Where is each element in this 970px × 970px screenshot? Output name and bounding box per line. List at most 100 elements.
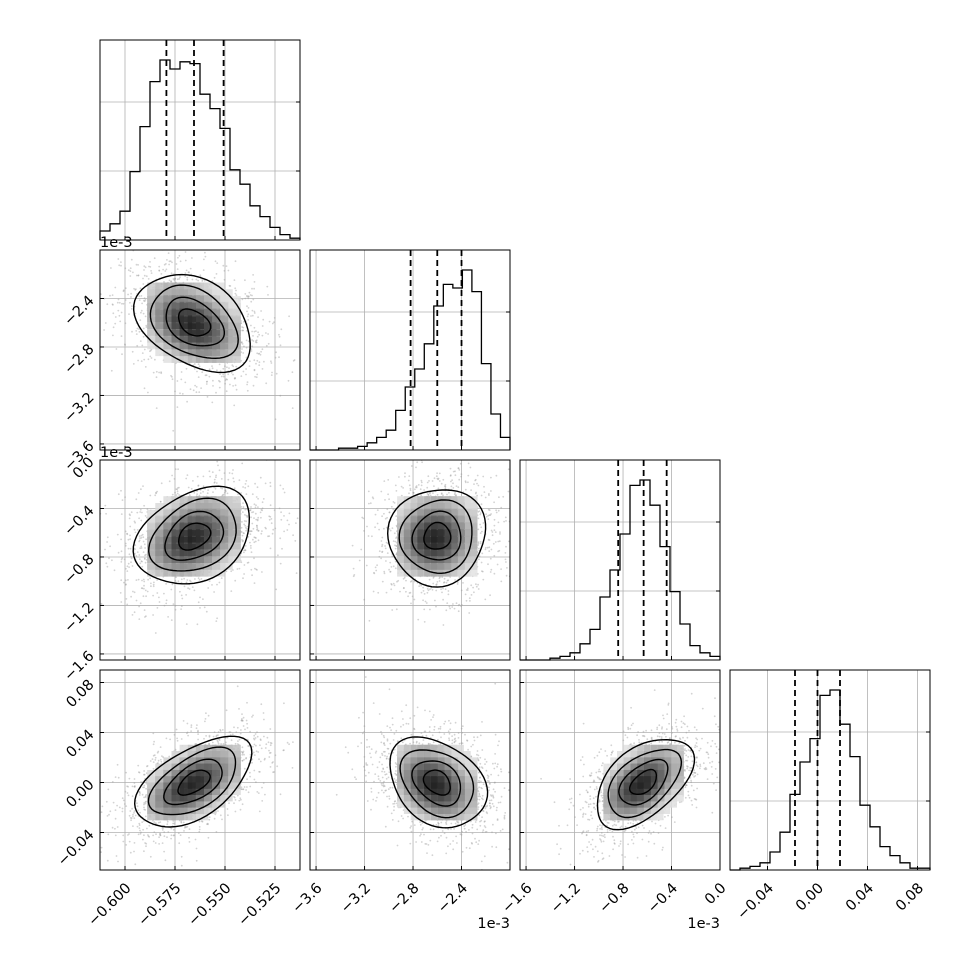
scatter-point — [250, 348, 253, 350]
scatter-point — [505, 574, 508, 577]
scatter-point — [461, 450, 463, 452]
scatter-point — [270, 362, 273, 364]
scatter-point — [283, 491, 286, 494]
scatter-point — [245, 529, 248, 532]
scatter-point — [413, 580, 416, 583]
scatter-point — [419, 488, 422, 491]
scatter-point — [250, 324, 252, 327]
scatter-point — [195, 859, 198, 862]
scatter-point — [136, 511, 139, 514]
scatter-point — [454, 474, 457, 477]
scatter-point — [505, 545, 507, 548]
scatter-point — [225, 570, 228, 573]
scatter-point — [396, 580, 398, 583]
scatter-point — [458, 469, 461, 471]
scatter-point — [138, 539, 141, 542]
scatter-point — [214, 487, 217, 490]
scatter-point — [283, 530, 285, 533]
scatter-point — [176, 488, 179, 491]
scatter-point — [134, 544, 137, 546]
scatter-point — [470, 594, 473, 596]
scatter-point — [378, 528, 380, 531]
scatter-point — [197, 577, 200, 580]
scatter-point — [238, 567, 241, 570]
scatter-point — [352, 575, 355, 578]
scatter-point — [428, 480, 430, 482]
scatter-point — [168, 279, 171, 282]
scatter-point — [176, 492, 179, 495]
scatter-point — [256, 352, 259, 355]
scatter-point — [228, 472, 231, 474]
scatter-point — [424, 600, 427, 603]
scatter-point — [479, 512, 482, 514]
scatter-point — [186, 474, 189, 476]
scatter-point — [507, 490, 510, 493]
scatter-point — [269, 742, 272, 744]
scatter-point — [150, 272, 153, 274]
scatter-point — [441, 576, 444, 578]
scatter-point — [158, 265, 161, 268]
scatter-point — [136, 344, 139, 347]
scatter-point — [253, 359, 256, 362]
scatter-point — [395, 515, 398, 517]
scatter-point — [256, 526, 258, 529]
scatter-point — [257, 529, 260, 532]
scatter-point — [259, 511, 262, 514]
scatter-point — [408, 592, 411, 594]
scatter-point — [476, 474, 479, 477]
scatter-point — [133, 842, 136, 844]
scatter-point — [443, 581, 446, 584]
scatter-point — [149, 261, 151, 263]
scatter-point — [423, 621, 426, 623]
scatter-point — [178, 278, 181, 280]
scatter-point — [438, 480, 441, 482]
scatter-point — [385, 560, 387, 562]
scatter-point — [479, 532, 482, 534]
scatter-point — [174, 390, 176, 393]
scatter-point — [444, 483, 447, 486]
scatter-point — [253, 281, 256, 283]
scatter-point — [205, 381, 208, 383]
scatter-point — [458, 478, 461, 481]
scatter-point — [380, 540, 383, 542]
scatter-point — [450, 480, 452, 483]
scatter-point — [431, 588, 434, 591]
scatter-point — [205, 383, 208, 385]
scatter-point — [235, 294, 238, 297]
scatter-point — [267, 342, 270, 345]
scatter-point — [261, 509, 264, 512]
scatter-point — [141, 511, 143, 514]
scatter-point — [447, 593, 450, 596]
scatter-point — [394, 567, 397, 570]
scatter-point — [177, 224, 179, 226]
scatter-point — [409, 591, 412, 594]
scatter-point — [256, 519, 259, 522]
scatter-point — [134, 531, 137, 534]
scatter-point — [159, 834, 162, 837]
scatter-point — [188, 271, 191, 274]
scatter-point — [264, 793, 266, 796]
scatter-point — [149, 355, 152, 358]
scatter-point — [121, 353, 123, 356]
scatter-point — [389, 570, 392, 573]
scatter-point — [146, 508, 149, 511]
contour-level-0 — [177, 522, 212, 551]
scatter-point — [179, 392, 181, 395]
scatter-point — [180, 608, 183, 610]
scatter-point — [130, 561, 132, 564]
scatter-point — [113, 569, 116, 572]
scatter-point — [262, 498, 265, 500]
scatter-point — [240, 526, 243, 529]
scatter-point — [278, 335, 281, 338]
scatter-point — [416, 461, 419, 464]
scatter-point — [233, 404, 236, 407]
scatter-point — [129, 267, 132, 270]
scatter-point — [423, 608, 426, 611]
scatter-point — [238, 738, 241, 741]
scatter-point — [138, 618, 141, 620]
scatter-point — [232, 477, 235, 480]
scatter-point — [116, 763, 119, 766]
scatter-point — [420, 484, 423, 487]
scatter-point — [252, 340, 255, 342]
scatter-point — [176, 490, 179, 493]
